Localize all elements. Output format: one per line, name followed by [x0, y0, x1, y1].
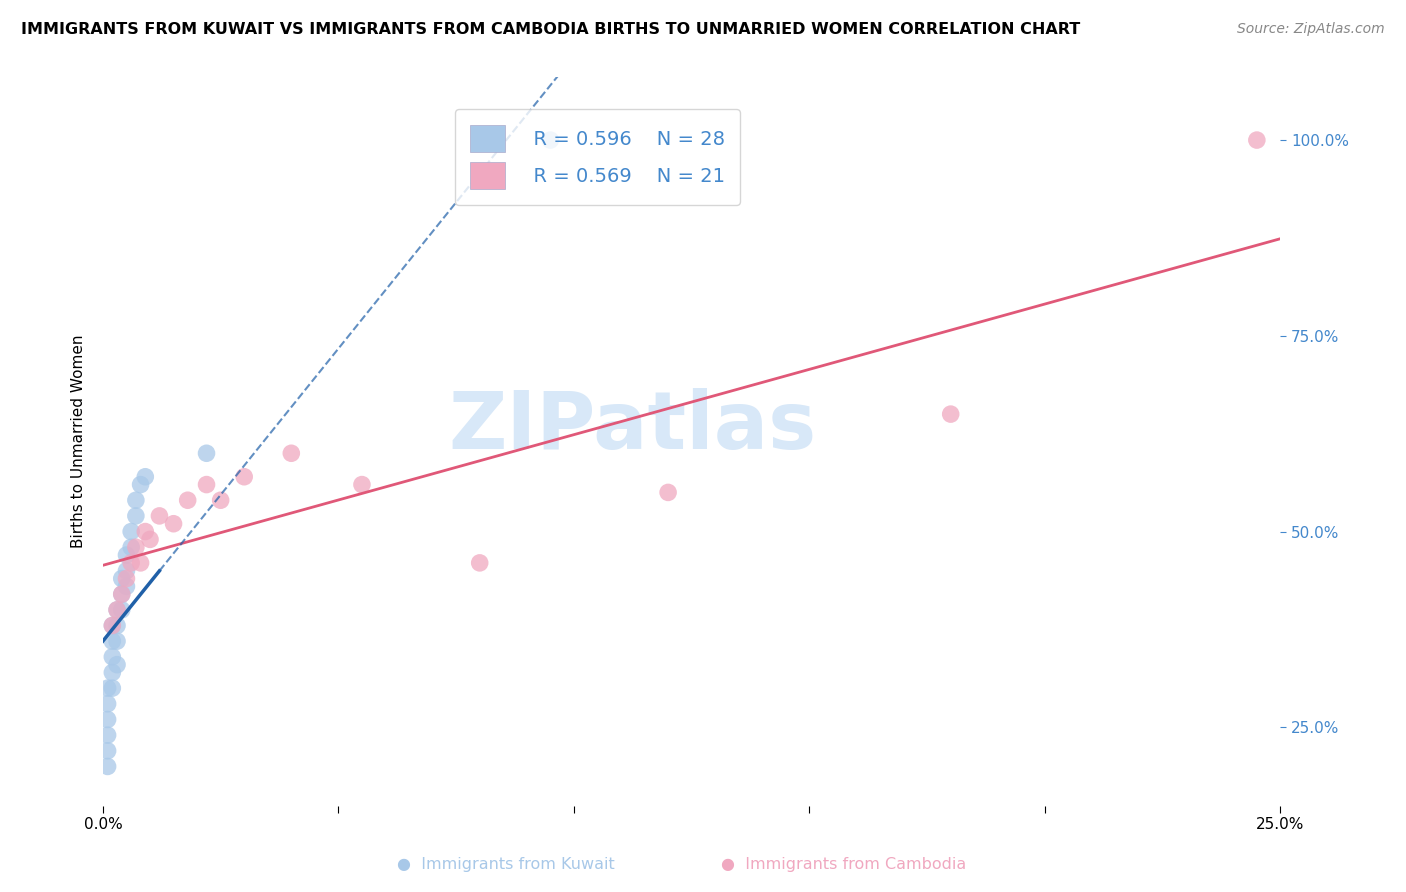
Point — [101, 634, 124, 648]
Point — [139, 533, 162, 547]
Point — [195, 446, 218, 460]
Point — [538, 133, 561, 147]
Point — [97, 713, 120, 727]
Point — [176, 493, 198, 508]
Point — [105, 634, 128, 648]
Text: ●  Immigrants from Kuwait: ● Immigrants from Kuwait — [398, 857, 614, 872]
Point — [111, 587, 134, 601]
Point — [101, 649, 124, 664]
Point — [105, 603, 128, 617]
Point — [125, 540, 148, 554]
Point — [111, 587, 134, 601]
Point — [129, 477, 152, 491]
Y-axis label: Births to Unmarried Women: Births to Unmarried Women — [72, 334, 86, 549]
Point — [101, 681, 124, 695]
Text: ZIPatlas: ZIPatlas — [449, 388, 817, 466]
Point — [939, 407, 962, 421]
Point — [97, 759, 120, 773]
Point — [111, 572, 134, 586]
Point — [1246, 133, 1268, 147]
Point — [115, 548, 138, 562]
Point — [162, 516, 184, 531]
Point — [101, 618, 124, 632]
Point — [134, 469, 156, 483]
Point — [148, 508, 170, 523]
Point — [105, 657, 128, 672]
Point — [120, 540, 142, 554]
Point — [97, 697, 120, 711]
Point — [97, 681, 120, 695]
Legend:   R = 0.596    N = 28,   R = 0.569    N = 21: R = 0.596 N = 28, R = 0.569 N = 21 — [454, 109, 741, 205]
Point — [111, 603, 134, 617]
Point — [115, 564, 138, 578]
Point — [101, 618, 124, 632]
Point — [195, 477, 218, 491]
Point — [105, 618, 128, 632]
Point — [120, 524, 142, 539]
Point — [134, 524, 156, 539]
Point — [280, 446, 302, 460]
Point — [209, 493, 232, 508]
Point — [129, 556, 152, 570]
Point — [125, 493, 148, 508]
Point — [115, 579, 138, 593]
Point — [120, 556, 142, 570]
Point — [233, 469, 256, 483]
Text: ●  Immigrants from Cambodia: ● Immigrants from Cambodia — [721, 857, 966, 872]
Point — [350, 477, 373, 491]
Text: Source: ZipAtlas.com: Source: ZipAtlas.com — [1237, 22, 1385, 37]
Point — [125, 508, 148, 523]
Point — [97, 744, 120, 758]
Point — [101, 665, 124, 680]
Point — [657, 485, 679, 500]
Point — [105, 603, 128, 617]
Point — [97, 728, 120, 742]
Point — [115, 572, 138, 586]
Point — [468, 556, 491, 570]
Text: IMMIGRANTS FROM KUWAIT VS IMMIGRANTS FROM CAMBODIA BIRTHS TO UNMARRIED WOMEN COR: IMMIGRANTS FROM KUWAIT VS IMMIGRANTS FRO… — [21, 22, 1080, 37]
